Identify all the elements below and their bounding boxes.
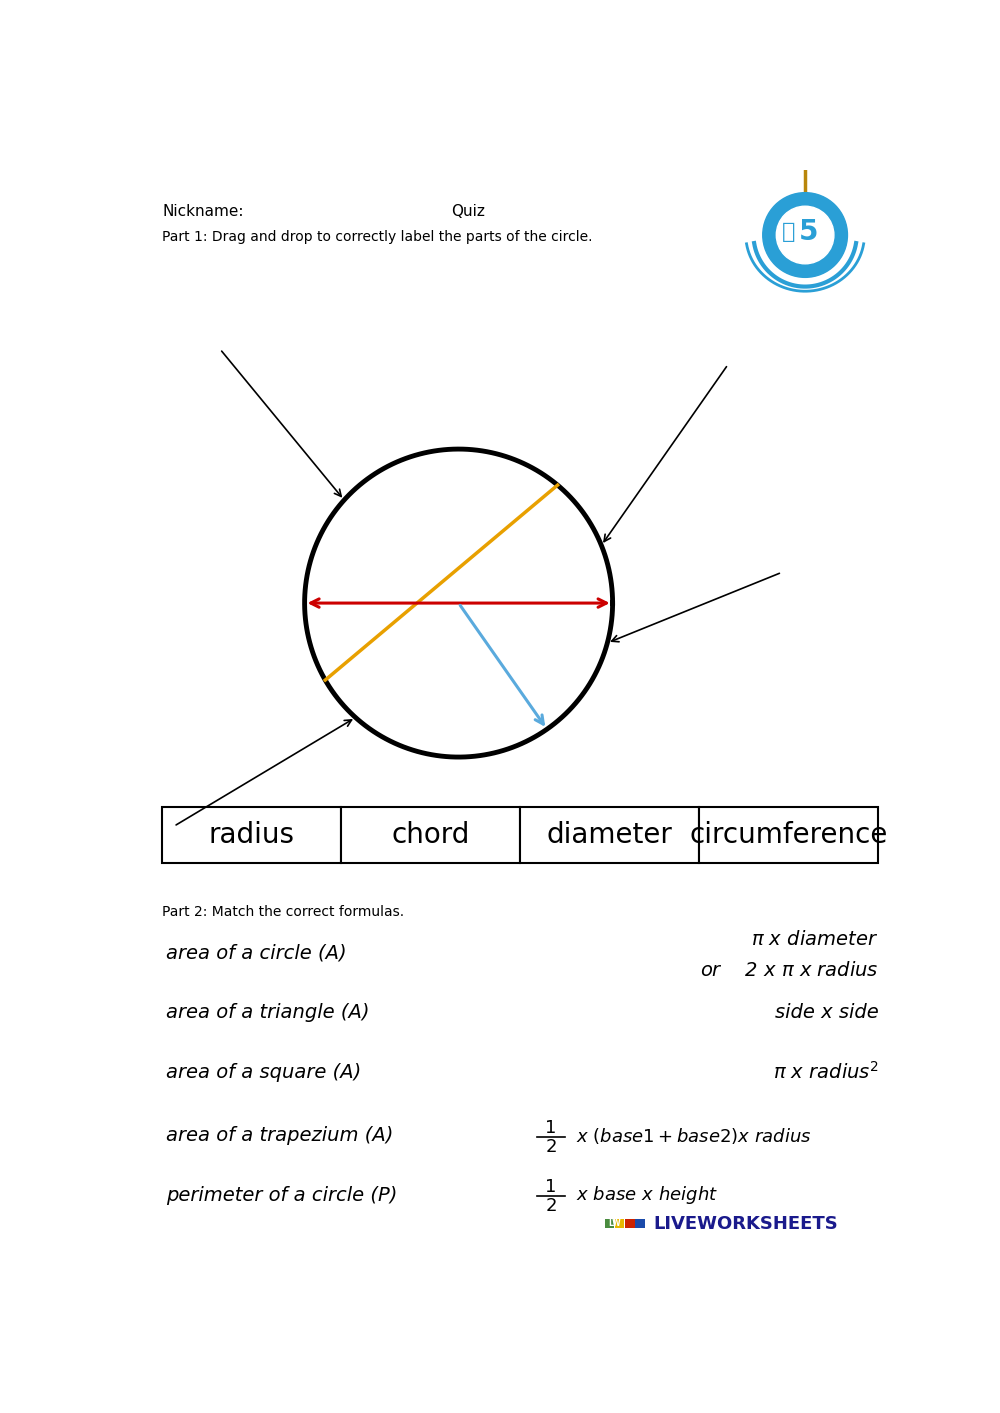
FancyBboxPatch shape [162,807,341,862]
FancyBboxPatch shape [699,807,878,862]
Text: Part 2: Match the correct formulas.: Part 2: Match the correct formulas. [162,904,404,918]
Text: 2: 2 [545,1197,557,1215]
Text: ด: ด [781,222,795,242]
Text: 1: 1 [545,1119,557,1137]
FancyBboxPatch shape [605,1219,614,1228]
Text: perimeter of a circle (P): perimeter of a circle (P) [166,1186,397,1205]
Text: LW: LW [608,1219,620,1228]
Text: chord: chord [392,821,470,849]
FancyBboxPatch shape [520,807,699,862]
Text: $\pi$ x diameter: $\pi$ x diameter [751,930,878,950]
Text: side x side: side x side [775,1003,878,1022]
Text: 5: 5 [799,218,819,246]
Text: 2: 2 [545,1137,557,1156]
FancyBboxPatch shape [615,1219,624,1228]
Text: radius: radius [209,821,295,849]
Circle shape [763,192,847,277]
Text: circumference: circumference [690,821,888,849]
Text: area of a trapezium (A): area of a trapezium (A) [166,1126,393,1146]
Text: $x\ base\ x\ height$: $x\ base\ x\ height$ [576,1184,718,1207]
Text: or    2 x $\pi$ x radius: or 2 x $\pi$ x radius [700,961,878,979]
Text: Part 1: Drag and drop to correctly label the parts of the circle.: Part 1: Drag and drop to correctly label… [162,230,593,243]
Text: Quiz: Quiz [451,205,485,219]
Text: area of a square (A): area of a square (A) [166,1063,361,1081]
Text: Nickname:: Nickname: [162,205,244,219]
Circle shape [776,206,834,264]
Text: 1: 1 [545,1178,557,1197]
Text: area of a circle (A): area of a circle (A) [166,944,347,962]
FancyBboxPatch shape [341,807,520,862]
Text: LIVEWORKSHEETS: LIVEWORKSHEETS [653,1215,838,1232]
Text: $\pi$ x radius$^{2}$: $\pi$ x radius$^{2}$ [773,1061,878,1082]
FancyBboxPatch shape [635,1219,645,1228]
Text: $x\ (base1 + base2)x\ radius$: $x\ (base1 + base2)x\ radius$ [576,1126,811,1146]
Text: area of a triangle (A): area of a triangle (A) [166,1003,369,1022]
Text: diameter: diameter [547,821,673,849]
FancyBboxPatch shape [625,1219,635,1228]
